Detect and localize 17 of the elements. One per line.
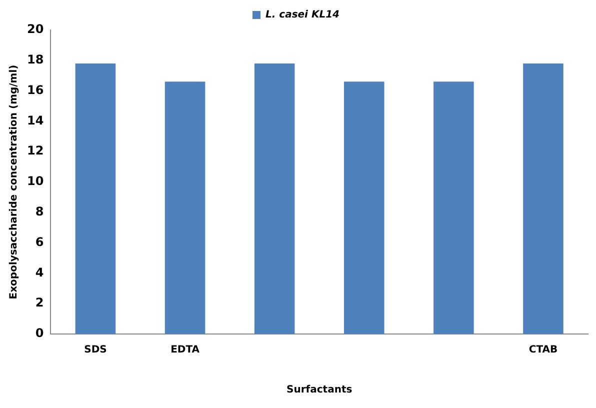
x-tick-label: CTAB (528, 344, 558, 356)
y-tick-label: 4 (35, 265, 44, 280)
legend-label: L. casei KL14 (265, 10, 340, 21)
y-tick-label: 14 (26, 113, 44, 128)
y-tick-label: 0 (35, 326, 44, 340)
y-tick-label: 8 (35, 204, 44, 219)
y-tick-label: 6 (35, 234, 44, 249)
y-tick-label: 16 (26, 82, 44, 97)
y-tick-label: 2 (35, 296, 44, 310)
x-tick-label: SDS (84, 344, 107, 356)
y-tick-label: 18 (26, 52, 44, 67)
y-tick-label: 20 (26, 22, 44, 36)
x-tick-label: EDTA (170, 344, 200, 356)
x-axis-title: Surfactants (286, 384, 352, 396)
y-tick-label: 12 (26, 144, 44, 158)
y-tick-label: 10 (26, 174, 44, 188)
y-axis-title: Exopolysaccharide concentration (mg/ml) (8, 64, 20, 300)
